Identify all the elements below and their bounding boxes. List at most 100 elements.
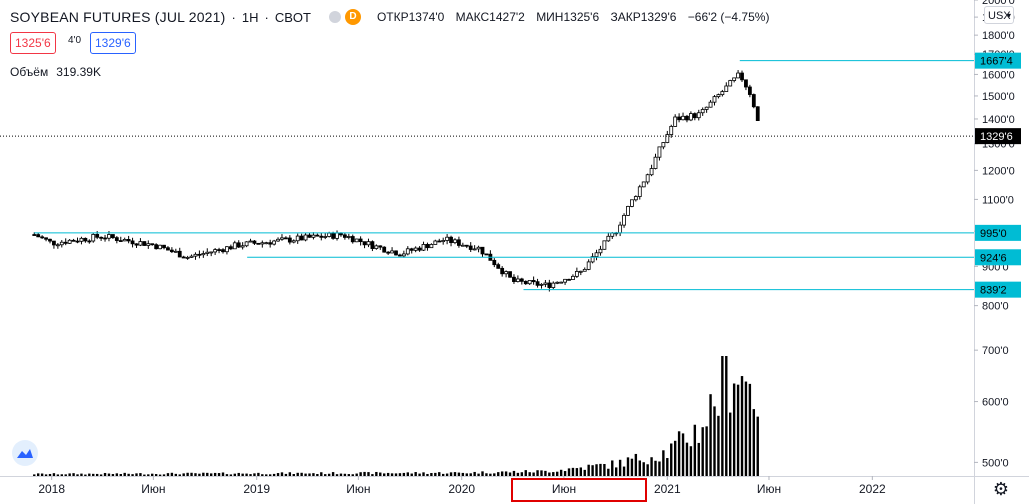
candle — [256, 242, 261, 245]
volume-bar — [312, 473, 315, 476]
candle — [52, 240, 56, 246]
candle — [201, 253, 206, 256]
interval-label[interactable]: 1Н — [241, 9, 259, 25]
candle — [641, 181, 646, 188]
volume-bar — [56, 474, 60, 476]
x-tick-label: 2018 — [38, 482, 65, 496]
volume-bar — [249, 474, 252, 476]
volume-bar — [607, 468, 610, 476]
y-tick-label: 2000'0 — [982, 0, 1015, 7]
volume-bar — [103, 472, 107, 476]
change-value: −66'2 (−4.75%) — [687, 10, 770, 24]
volume-bar — [630, 458, 634, 476]
candle — [649, 168, 654, 176]
volume-bar — [320, 472, 323, 476]
volume-bar — [331, 472, 335, 476]
candle — [390, 250, 394, 254]
eye-icon[interactable] — [328, 11, 341, 23]
x-tick-label: Июн — [346, 482, 370, 496]
candle — [622, 214, 626, 226]
price-level-badge — [975, 224, 1021, 241]
volume-bar — [717, 415, 720, 476]
volume-bar — [654, 460, 657, 476]
candle — [476, 246, 481, 250]
volume-bar — [210, 473, 213, 476]
volume-bar — [575, 468, 579, 476]
volume-bar — [508, 472, 512, 476]
candle — [193, 253, 198, 257]
volume-bar — [536, 470, 539, 476]
candle — [264, 242, 269, 245]
volume-bar — [544, 470, 547, 476]
volume-bar — [84, 474, 87, 476]
volume-bar — [225, 474, 229, 476]
y-tick-label: 1400'0 — [982, 114, 1015, 126]
volume-bar — [705, 426, 708, 476]
candle — [657, 146, 662, 158]
y-tick-label: 1800'0 — [982, 30, 1015, 42]
candle — [126, 239, 131, 242]
volume-bar — [473, 471, 476, 476]
candle — [382, 246, 387, 253]
volume-bar — [44, 474, 48, 476]
buy-button[interactable]: 1329'6 — [90, 32, 136, 54]
candle — [268, 242, 273, 245]
volume-bar — [611, 460, 614, 476]
volume-bar — [693, 424, 697, 476]
candle — [460, 244, 465, 247]
candle — [55, 244, 60, 247]
candle — [95, 234, 100, 238]
price-level-badge — [975, 281, 1021, 298]
candle — [118, 240, 123, 242]
candle — [228, 246, 233, 250]
volume-bar — [461, 472, 465, 476]
volume-bar — [245, 473, 248, 476]
candle — [661, 142, 666, 148]
sell-button[interactable]: 1325'6 — [10, 32, 56, 54]
y-tick-label: 1500'0 — [982, 91, 1015, 103]
candle — [36, 234, 41, 238]
delayed-data-badge[interactable]: D — [344, 9, 361, 25]
volume-bar — [563, 471, 567, 476]
candle — [578, 270, 583, 273]
volume-bar — [748, 383, 752, 476]
volume-bar — [72, 473, 75, 476]
volume-bar — [253, 473, 256, 476]
low-label: МИН — [536, 10, 564, 24]
candle — [417, 247, 422, 251]
open-label: ОТКР — [376, 10, 409, 24]
symbol-title[interactable]: SOYBEAN FUTURES (JUL 2021) — [10, 9, 226, 25]
ohlc-readout: ОТКР1374'0 МАКС1427'2 МИН1325'6 ЗАКР1329… — [377, 10, 770, 24]
volume-bar — [154, 474, 158, 476]
currency-select[interactable]: USX ▾ — [984, 6, 1014, 24]
candle — [248, 240, 253, 243]
volume-bar — [351, 474, 354, 476]
x-tick-label: 2021 — [654, 482, 681, 496]
volume-bar — [268, 474, 272, 476]
candle — [398, 254, 402, 257]
volume-bar — [504, 471, 508, 476]
volume-bar — [524, 470, 527, 476]
gear-icon[interactable]: ⚙ — [992, 479, 1010, 499]
tradingview-logo-icon[interactable] — [12, 440, 38, 466]
candle — [508, 271, 512, 278]
candle — [295, 235, 300, 242]
volume-bar — [512, 470, 516, 476]
volume-bar — [300, 472, 303, 476]
candle — [523, 280, 528, 285]
x-tick-label: 2022 — [859, 482, 886, 496]
candle — [197, 253, 202, 256]
volume-bar — [540, 470, 543, 476]
candle — [681, 115, 685, 121]
volume-bar — [99, 474, 103, 476]
volume-bar — [213, 472, 217, 476]
candle — [107, 234, 111, 239]
chart-header: SOYBEAN FUTURES (JUL 2021) · 1Н · CBOT D… — [10, 9, 770, 25]
volume-bar — [469, 473, 472, 476]
volume-bar — [666, 458, 669, 476]
x-tick-label: Июн — [552, 482, 576, 496]
volume-bar — [449, 472, 453, 476]
candle — [83, 237, 88, 242]
volume-bar — [127, 473, 130, 476]
